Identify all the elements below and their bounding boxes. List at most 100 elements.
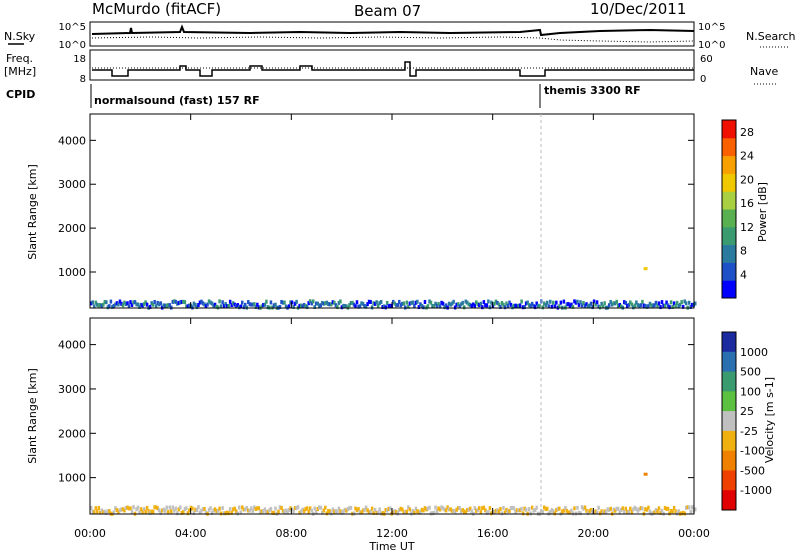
velocity-echo-cell <box>167 509 170 514</box>
velocity-echo-cell <box>176 511 179 516</box>
velocity-echo-cell <box>292 509 295 514</box>
power-echo-cell <box>432 303 436 308</box>
velocity-echo-cell <box>200 508 203 513</box>
velocity-echo-cell <box>305 506 309 511</box>
velocity-colorbar-segment <box>722 332 736 353</box>
velocity-echo-cell <box>210 510 214 515</box>
velocity-echo-cell <box>638 507 641 512</box>
power-echo-cell <box>589 301 593 306</box>
velocity-ylabel: Slant Range [km] <box>26 368 39 464</box>
power-echo-cell <box>456 302 460 307</box>
velocity-echo-cell <box>248 508 252 513</box>
power-echo-cell <box>609 299 612 304</box>
velocity-echo-cell <box>91 509 95 514</box>
velocity-echo-cell <box>277 509 280 514</box>
velocity-echo-cell <box>591 509 594 514</box>
power-echo-cell <box>185 304 188 309</box>
velocity-echo-cell <box>654 508 658 513</box>
velocity-colorbar-tick: -500 <box>740 464 765 477</box>
power-echo-cell <box>195 305 199 310</box>
velocity-echo-cell <box>370 506 374 511</box>
power-echo-cell <box>336 305 339 310</box>
velocity-echo-cell <box>558 506 561 511</box>
velocity-echo-cell <box>96 509 99 514</box>
velocity-colorbar-tick: -1000 <box>740 484 772 497</box>
velocity-echo-cell <box>396 511 400 516</box>
power-echo-cell <box>567 302 570 307</box>
velocity-echo-cell <box>561 509 564 514</box>
power-echo-cell <box>689 304 692 309</box>
x-tick-label: 04:00 <box>175 527 207 540</box>
velocity-echo-cell <box>102 510 105 515</box>
velocity-echo-cell <box>589 507 593 512</box>
velocity-echo-cell <box>266 510 270 515</box>
power-colorbar-label: Power [dB] <box>756 182 769 242</box>
velocity-echo-cell <box>189 505 193 510</box>
power-echo-cell <box>321 300 324 305</box>
velocity-echo-cell <box>665 506 668 511</box>
power-echo-cell <box>369 300 372 305</box>
power-echo-cell <box>99 302 102 307</box>
velocity-echo-cell <box>597 505 600 510</box>
power-echo-cell <box>105 300 108 305</box>
power-echo-cell <box>490 300 493 305</box>
power-echo-cell <box>103 300 107 305</box>
date-title: 10/Dec/2011 <box>590 0 686 18</box>
velocity-echo-cell <box>601 510 605 515</box>
power-echo-cell <box>485 303 489 308</box>
power-echo-cell <box>633 303 637 308</box>
velocity-echo-cell <box>319 505 323 510</box>
velocity-echo-cell <box>278 505 282 510</box>
velocity-echo-cell <box>94 506 98 511</box>
velocity-echo-cell <box>586 511 590 516</box>
power-echo-cell <box>526 300 529 305</box>
power-echo-cell <box>639 303 643 308</box>
velocity-echo-cell <box>234 509 238 514</box>
power-echo-cell <box>355 300 359 305</box>
power-echo-cell <box>157 302 161 307</box>
power-echo-cell <box>201 301 205 306</box>
power-echo-cell <box>459 302 463 307</box>
velocity-echo-cell <box>425 507 428 512</box>
velocity-echo-cell <box>544 507 548 512</box>
velocity-echo-cell <box>147 509 150 514</box>
power-echo-cell <box>301 304 304 309</box>
velocity-echo-cell <box>565 508 569 513</box>
power-echo-cell <box>521 305 525 310</box>
power-echo-cell <box>423 300 427 305</box>
velocity-colorbar-segment <box>722 430 736 452</box>
velocity-echo-cell <box>271 510 274 515</box>
power-colorbar-segment <box>722 173 736 192</box>
y-tick-label: 1000 <box>58 472 86 485</box>
velocity-echo-cell <box>219 511 223 516</box>
power-echo-cell <box>431 304 434 309</box>
power-echo-cell <box>207 299 211 304</box>
velocity-echo-cell <box>180 510 184 515</box>
velocity-echo-cell <box>552 509 555 514</box>
power-echo-cell <box>435 303 439 308</box>
velocity-echo-cell <box>114 506 117 511</box>
y-tick-label: 3000 <box>58 178 86 191</box>
y-tick-label: 3000 <box>58 383 86 396</box>
power-echo-cell <box>236 302 239 307</box>
power-echo-cell <box>112 303 116 308</box>
velocity-colorbar-label: Velocity [m s-1] <box>763 377 776 463</box>
velocity-echo-cell <box>453 509 457 514</box>
velocity-echo-cell <box>620 508 623 513</box>
power-echo-cell <box>361 301 365 306</box>
power-echo-cell <box>280 299 283 304</box>
velocity-echo-cell <box>446 505 449 510</box>
power-echo-cell <box>520 299 523 304</box>
power-echo-cell <box>206 302 209 307</box>
power-echo-cell <box>647 304 650 309</box>
power-echo-cell <box>585 302 588 307</box>
power-echo-cell <box>419 302 422 307</box>
power-echo-cell <box>663 303 667 308</box>
velocity-echo-cell <box>671 509 674 514</box>
power-echo-cell <box>130 302 134 307</box>
velocity-colorbar-segment <box>722 450 736 471</box>
velocity-echo-cell <box>171 505 175 510</box>
power-echo-cell <box>497 302 501 307</box>
power-echo-cell <box>287 304 291 309</box>
power-echo-cell <box>228 299 232 304</box>
